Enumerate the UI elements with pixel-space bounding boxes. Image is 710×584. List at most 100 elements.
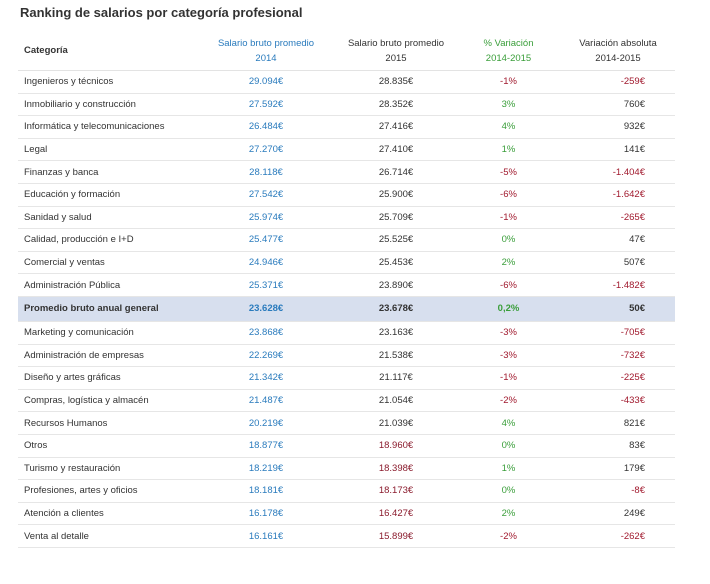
cell-salary-2014: 23.628€	[196, 296, 336, 322]
cell-salary-2015: 23.890€	[336, 273, 456, 297]
cell-percent-variation: -1%	[456, 206, 561, 230]
cell-percent-variation: -5%	[456, 160, 561, 184]
header-row: Categoría Salario bruto promedio 2014 Sa…	[18, 31, 675, 71]
cell-salary-2014: 16.178€	[196, 502, 336, 526]
cell-percent-variation: 4%	[456, 411, 561, 435]
cell-salary-2014: 22.269€	[196, 344, 336, 368]
cell-salary-2014: 28.118€	[196, 160, 336, 184]
cell-percent-variation: 0,2%	[456, 296, 561, 322]
header-percent-variation-line2: 2014-2015	[485, 52, 532, 64]
cell-category: Inmobiliario y construcción	[18, 93, 196, 117]
header-absolute-variation-line2: 2014-2015	[595, 52, 641, 64]
cell-absolute-variation: 179€	[561, 457, 675, 481]
cell-absolute-variation: -705€	[561, 321, 675, 345]
header-salary-2015-line1: Salario bruto promedio	[347, 37, 445, 49]
table-row: Educación y formación 27.542€ 25.900€ -6% -1…	[18, 183, 675, 207]
cell-salary-2014: 21.342€	[196, 366, 336, 390]
table-row: Compras, logística y almacén 21.487€ 21.05…	[18, 389, 675, 413]
cell-percent-variation: -6%	[456, 183, 561, 207]
cell-percent-variation: 2%	[456, 251, 561, 275]
cell-salary-2015: 21.054€	[336, 389, 456, 413]
table-row-average: Promedio bruto anual general 23.628€ 23.67…	[18, 296, 675, 322]
cell-salary-2015: 21.538€	[336, 344, 456, 368]
cell-category: Legal	[18, 138, 196, 162]
cell-absolute-variation: 141€	[561, 138, 675, 162]
cell-category: Comercial y ventas	[18, 251, 196, 275]
cell-salary-2014: 16.161€	[196, 524, 336, 548]
cell-category: Educación y formación	[18, 183, 196, 207]
table-row: Marketing y comunicación 23.868€ 23.163€ -3…	[18, 321, 675, 345]
cell-percent-variation: 0%	[456, 434, 561, 458]
cell-absolute-variation: 249€	[561, 502, 675, 526]
cell-absolute-variation: 932€	[561, 115, 675, 139]
cell-category: Sanidad y salud	[18, 206, 196, 230]
table-row: Otros 18.877€ 18.960€ 0% 83€	[18, 434, 675, 458]
header-percent-variation: % Variación 2014-2015	[456, 31, 561, 71]
cell-salary-2014: 23.868€	[196, 321, 336, 345]
table-body: Ingenieros y técnicos 29.094€ 28.835€ -1% -2…	[18, 70, 675, 548]
cell-percent-variation: 1%	[456, 457, 561, 481]
cell-absolute-variation: -262€	[561, 524, 675, 548]
cell-percent-variation: -2%	[456, 524, 561, 548]
table-row: Turismo y restauración 18.219€ 18.398€ 1% 17…	[18, 457, 675, 481]
cell-category: Profesiones, artes y oficios	[18, 479, 196, 503]
cell-absolute-variation: -1.482€	[561, 273, 675, 297]
table-row: Calidad, producción e I+D 25.477€ 25.525€ 0…	[18, 228, 675, 252]
cell-percent-variation: 1%	[456, 138, 561, 162]
table-row: Informática y telecomunicaciones 26.484€ 2…	[18, 115, 675, 139]
cell-percent-variation: 3%	[456, 93, 561, 117]
cell-percent-variation: 0%	[456, 479, 561, 503]
cell-salary-2014: 29.094€	[196, 70, 336, 94]
table-row: Recursos Humanos 20.219€ 21.039€ 4% 821€	[18, 411, 675, 435]
table-row: Finanzas y banca 28.118€ 26.714€ -5% -1.404€	[18, 160, 675, 184]
table-row: Profesiones, artes y oficios 18.181€ 18.17…	[18, 479, 675, 503]
cell-salary-2014: 18.181€	[196, 479, 336, 503]
cell-category: Marketing y comunicación	[18, 321, 196, 345]
cell-salary-2014: 20.219€	[196, 411, 336, 435]
salary-table: Categoría Salario bruto promedio 2014 Sa…	[18, 31, 675, 548]
cell-salary-2014: 25.371€	[196, 273, 336, 297]
cell-absolute-variation: -732€	[561, 344, 675, 368]
cell-salary-2014: 26.484€	[196, 115, 336, 139]
header-absolute-variation-line1: Variación absoluta	[579, 37, 657, 49]
cell-percent-variation: -1%	[456, 70, 561, 94]
cell-salary-2015: 23.678€	[336, 296, 456, 322]
cell-absolute-variation: 83€	[561, 434, 675, 458]
cell-salary-2014: 18.219€	[196, 457, 336, 481]
cell-salary-2015: 21.039€	[336, 411, 456, 435]
cell-salary-2014: 27.542€	[196, 183, 336, 207]
cell-category: Turismo y restauración	[18, 457, 196, 481]
header-percent-variation-line1: % Variación	[483, 37, 534, 49]
cell-category: Calidad, producción e I+D	[18, 228, 196, 252]
cell-percent-variation: -2%	[456, 389, 561, 413]
page-title: Ranking de salarios por categoría profes…	[20, 5, 303, 20]
cell-absolute-variation: -8€	[561, 479, 675, 503]
cell-absolute-variation: -225€	[561, 366, 675, 390]
cell-salary-2014: 27.270€	[196, 138, 336, 162]
cell-salary-2015: 25.525€	[336, 228, 456, 252]
cell-salary-2014: 27.592€	[196, 93, 336, 117]
cell-salary-2014: 21.487€	[196, 389, 336, 413]
header-category: Categoría	[18, 31, 196, 71]
cell-salary-2015: 25.900€	[336, 183, 456, 207]
cell-absolute-variation: -1.642€	[561, 183, 675, 207]
cell-salary-2015: 27.410€	[336, 138, 456, 162]
cell-category: Recursos Humanos	[18, 411, 196, 435]
header-salary-2015: Salario bruto promedio 2015	[336, 31, 456, 71]
cell-salary-2015: 18.960€	[336, 434, 456, 458]
cell-category: Administración de empresas	[18, 344, 196, 368]
cell-category: Otros	[18, 434, 196, 458]
header-salary-2015-line2: 2015	[385, 52, 407, 64]
cell-absolute-variation: -265€	[561, 206, 675, 230]
cell-category: Compras, logística y almacén	[18, 389, 196, 413]
cell-salary-2015: 15.899€	[336, 524, 456, 548]
cell-absolute-variation: 760€	[561, 93, 675, 117]
cell-percent-variation: 4%	[456, 115, 561, 139]
cell-absolute-variation: -259€	[561, 70, 675, 94]
table-row: Administración de empresas 22.269€ 21.538€…	[18, 344, 675, 368]
header-salary-2014-line1: Salario bruto promedio	[217, 37, 315, 49]
cell-absolute-variation: -433€	[561, 389, 675, 413]
cell-salary-2015: 18.398€	[336, 457, 456, 481]
cell-category: Venta al detalle	[18, 524, 196, 548]
